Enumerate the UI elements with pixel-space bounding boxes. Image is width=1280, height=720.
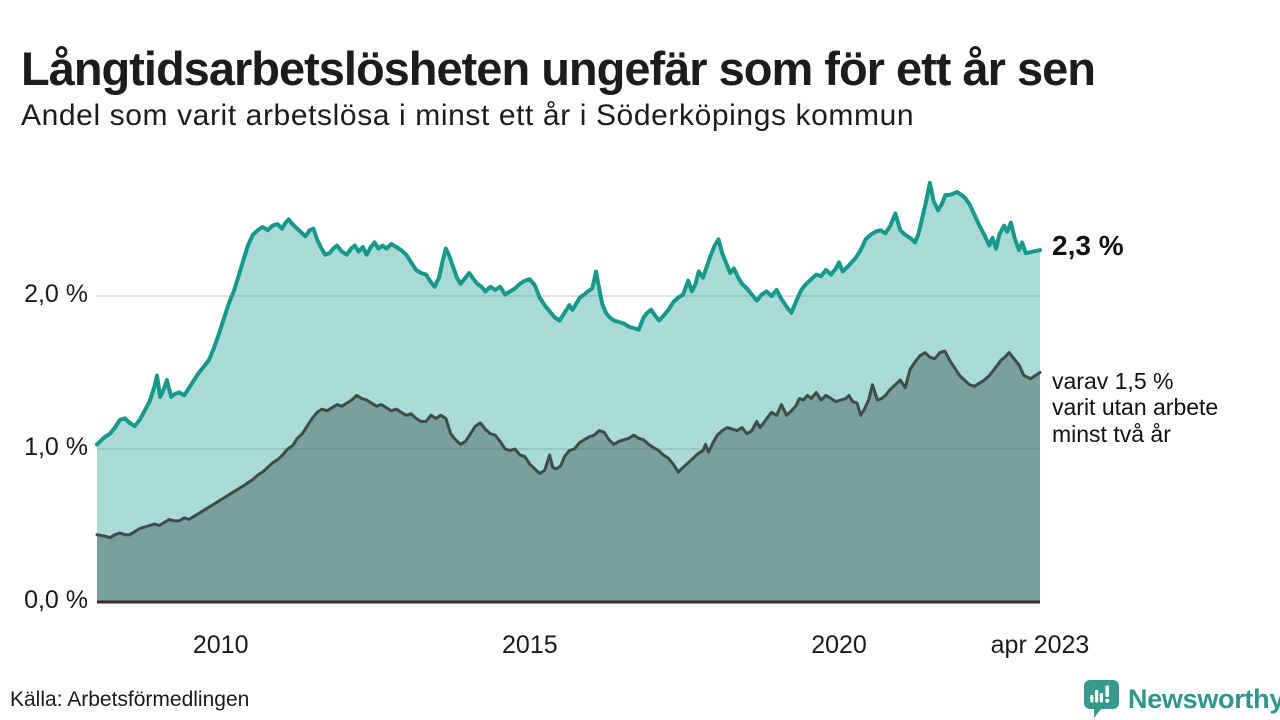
y-tick-label: 1,0 %: [24, 433, 88, 461]
area-fill: [97, 351, 1040, 602]
source-caption: Källa: Arbetsförmedlingen: [10, 688, 250, 711]
two-year-annotation: varav 1,5 % varit utan arbete minst två …: [1052, 368, 1219, 447]
newsworthy-wordmark: Newsworthy: [1128, 683, 1280, 714]
x-tick-label: 2015: [502, 631, 558, 659]
newsworthy-logo: Newsworthy: [1082, 679, 1280, 719]
page-title: Långtidsarbetslösheten ungefär som för e…: [21, 42, 1096, 96]
newsworthy-bubble-chart-icon: [1084, 680, 1119, 718]
latest-value-label: 2,3 %: [1052, 230, 1124, 261]
x-tick-label: apr 2023: [990, 631, 1090, 659]
chart-subtitle: Andel som varit arbetslösa i minst ett å…: [21, 99, 915, 132]
x-tick-label: 2010: [192, 631, 249, 659]
y-tick-label: 0,0 %: [24, 586, 88, 614]
series-line: [95, 180, 1042, 447]
y-tick-label: 2,0 %: [24, 280, 88, 308]
series-line: [95, 349, 1042, 540]
x-tick-label: 2020: [811, 631, 867, 659]
